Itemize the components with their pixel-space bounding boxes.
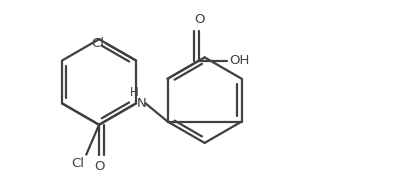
Text: O: O xyxy=(194,12,204,26)
Text: Cl: Cl xyxy=(91,37,104,50)
Text: Cl: Cl xyxy=(71,157,84,170)
Text: O: O xyxy=(94,160,104,173)
Text: H: H xyxy=(130,86,138,99)
Text: OH: OH xyxy=(229,54,249,67)
Text: N: N xyxy=(136,97,146,110)
